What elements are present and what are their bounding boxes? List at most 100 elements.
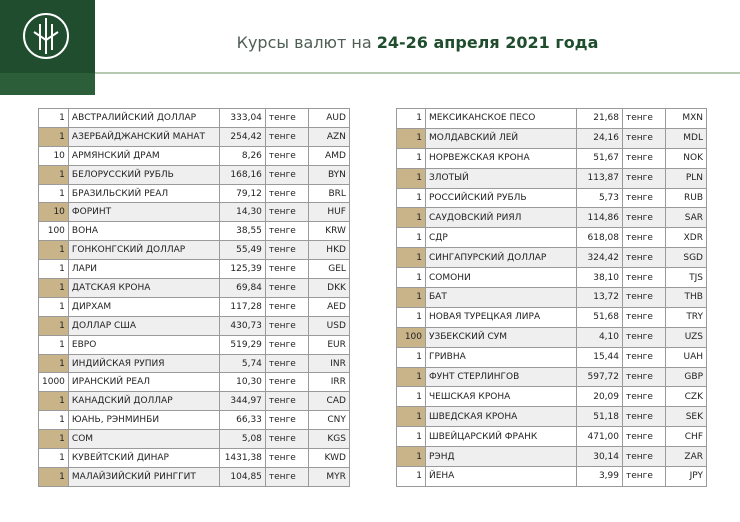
quantity: 1 [38,296,69,317]
quantity: 10 [38,202,69,223]
currency-name: ЗЛОТЫЙ [425,167,577,189]
currency-code: TRY [665,306,707,328]
currency-name: ШВЕЙЦАРСКИЙ ФРАНК [425,426,577,448]
rate-row: 1 СДР 618,08 тенге XDR [396,227,707,249]
quantity: 1 [38,164,69,185]
currency-name: ГРИВНА [425,346,577,368]
currency-code: MDL [665,127,707,149]
quantity: 1 [396,187,426,209]
unit: тенге [622,306,666,328]
currency-code: XDR [665,227,707,249]
currency-code: BYN [307,164,350,185]
unit: тенге [622,386,666,408]
rate-row: 1 АВСТРАЛИЙСКИЙ ДОЛЛАР 333,04 тенге AUD [38,108,350,128]
quantity: 1 [396,306,426,328]
rate-row: 1 РЭНД 30,14 тенге ZAR [396,446,707,468]
rate-row: 1 МАЛАЙЗИЙСКИЙ РИНГГИТ 104,85 тенге MYR [38,466,350,487]
rate: 114,86 [576,207,623,229]
currency-code: TJS [665,267,707,289]
currency-name: ГОНКОНГСКИЙ ДОЛЛАР [67,240,220,261]
currency-name: МЕКСИКАНСКОЕ ПЕСО [425,108,577,129]
currency-name: КУВЕЙТСКИЙ ДИНАР [67,448,220,468]
logo [0,0,95,95]
rate-row: 1 ФУНТ СТЕРЛИНГОВ 597,72 тенге GBP [396,366,707,388]
currency-name: БАТ [425,287,577,308]
currency-code: PLN [665,167,707,189]
currency-name: ШВЕДСКАЯ КРОНА [425,406,577,428]
rates-table: 1 МЕКСИКАНСКОЕ ПЕСО 21,68 тенге MXN 1 МОЛДАВСК… [396,108,707,487]
currency-name: ФУНТ СТЕРЛИНГОВ [425,366,577,388]
quantity: 1 [38,410,69,431]
unit: тенге [622,147,666,169]
rate: 3,99 [576,466,623,487]
currency-code: CZK [665,386,707,408]
rate-row: 1 ЮАНЬ, РЭНМИНБИ 66,33 тенге CNY [38,410,350,431]
unit: тенге [264,183,309,204]
currency-name: МАЛАЙЗИЙСКИЙ РИНГГИТ [67,466,220,487]
rate: 5,73 [576,187,623,209]
quantity: 1 [396,267,426,289]
quantity: 1 [396,227,426,249]
rate: 38,55 [218,221,266,242]
rate: 10,30 [218,372,266,393]
rate: 24,16 [576,127,623,149]
rate: 51,18 [576,406,623,428]
rate-row: 100 ВОНА 38,55 тенге KRW [38,221,350,242]
unit: тенге [264,221,309,242]
unit: тенге [264,108,309,128]
rate-row: 1 СИНГАПУРСКИЙ ДОЛЛАР 324,42 тенге SGD [396,247,707,269]
unit: тенге [264,448,309,468]
rate: 113,87 [576,167,623,189]
currency-code: EUR [307,334,350,355]
currency-code: IRR [307,372,350,393]
rate: 4,10 [576,326,623,348]
quantity: 1 [396,466,426,487]
unit: тенге [264,429,309,450]
currency-name: УЗБЕКСКИЙ СУМ [425,326,577,348]
currency-code: INR [307,353,350,374]
currency-name: АРМЯНСКИЙ ДРАМ [67,145,220,166]
rate: 324,42 [576,247,623,269]
rate: 15,44 [576,346,623,368]
quantity: 1 [38,334,69,355]
currency-name: СДР [425,227,577,249]
currency-code: KGS [307,429,350,450]
currency-code: SEK [665,406,707,428]
currency-name: БЕЛОРУССКИЙ РУБЛЬ [67,164,220,185]
currency-code: SGD [665,247,707,269]
currency-code: ZAR [665,446,707,468]
rate: 618,08 [576,227,623,249]
quantity: 1 [396,446,426,468]
currency-name: СОМ [67,429,220,450]
rate-row: 1 ДИРХАМ 117,28 тенге AED [38,296,350,317]
quantity: 1 [396,167,426,189]
unit: тенге [264,391,309,412]
rate-row: 1 РОССИЙСКИЙ РУБЛЬ 5,73 тенге RUB [396,187,707,209]
currency-code: HUF [307,202,350,223]
currency-code: JPY [665,466,707,487]
currency-code: RUB [665,187,707,209]
currency-code: NOK [665,147,707,169]
rate: 430,73 [218,315,266,336]
currency-name: ФОРИНТ [67,202,220,223]
currency-name: РОССИЙСКИЙ РУБЛЬ [425,187,577,209]
rate-row: 1 НОВАЯ ТУРЕЦКАЯ ЛИРА 51,68 тенге TRY [396,306,707,328]
rate-row: 1 САУДОВСКИЙ РИЯЛ 114,86 тенге SAR [396,207,707,229]
currency-name: САУДОВСКИЙ РИЯЛ [425,207,577,229]
header-rule [95,72,740,74]
unit: тенге [622,127,666,149]
rate-row: 1 АЗЕРБАЙДЖАНСКИЙ МАНАТ 254,42 тенге AZN [38,126,350,147]
rate-row: 1 БРАЗИЛЬСКИЙ РЕАЛ 79,12 тенге BRL [38,183,350,204]
rate-row: 1 ШВЕДСКАЯ КРОНА 51,18 тенге SEK [396,406,707,428]
currency-name: СОМОНИ [425,267,577,289]
rate-row: 10 ФОРИНТ 14,30 тенге HUF [38,202,350,223]
currency-code: KRW [307,221,350,242]
rate-row: 1 ИНДИЙСКАЯ РУПИЯ 5,74 тенге INR [38,353,350,374]
rate: 30,14 [576,446,623,468]
logo-emblem [23,13,69,59]
rate: 55,49 [218,240,266,261]
unit: тенге [622,187,666,209]
rate-row: 1 БАТ 13,72 тенге THB [396,287,707,308]
quantity: 1 [38,315,69,336]
rate-row: 1 ШВЕЙЦАРСКИЙ ФРАНК 471,00 тенге CHF [396,426,707,448]
